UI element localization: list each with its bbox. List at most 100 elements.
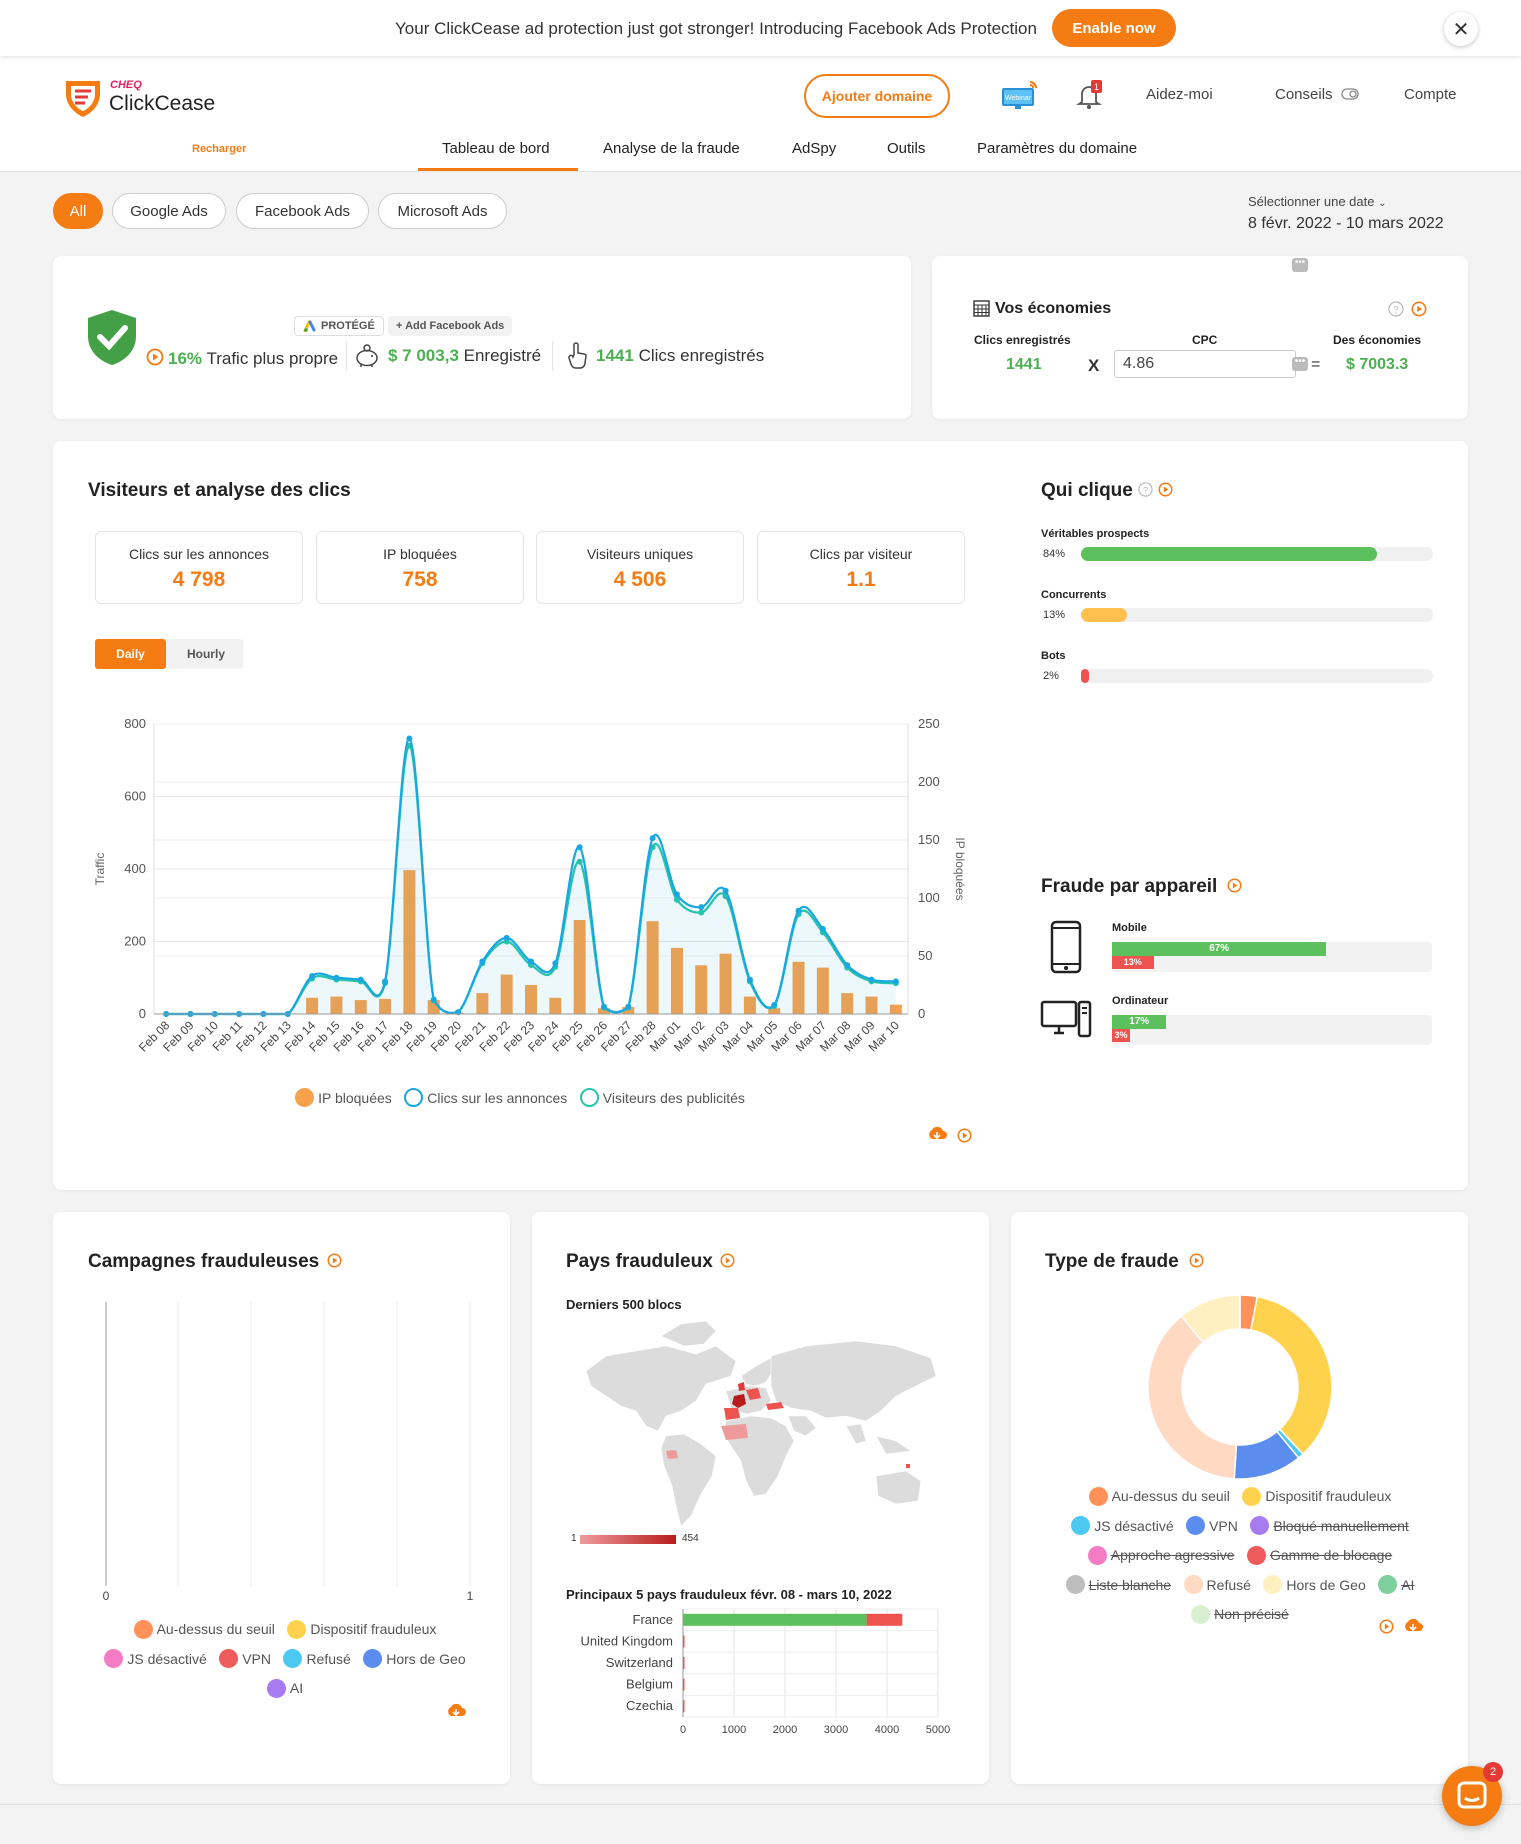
- filter-facebook-ads[interactable]: Facebook Ads: [236, 193, 369, 229]
- drag-handle-icon[interactable]: •••: [1292, 258, 1308, 272]
- turkey-shape[interactable]: [766, 1402, 784, 1410]
- bar-blocked-ip: [622, 1007, 635, 1014]
- uk-shape[interactable]: [738, 1382, 745, 1391]
- filter-google-ads[interactable]: Google Ads: [112, 193, 226, 229]
- tab-domain-settings[interactable]: Paramètres du domaine: [977, 140, 1138, 157]
- device-label: Mobile: [1112, 922, 1147, 934]
- bar-blocked-ip: [597, 1008, 610, 1014]
- legend-item[interactable]: Approche agressive: [1087, 1543, 1235, 1567]
- spain-shape[interactable]: [724, 1408, 740, 1420]
- y2-tick: 0: [918, 1006, 925, 1021]
- legend-item[interactable]: Non précisé: [1191, 1602, 1289, 1626]
- help-icon[interactable]: ?: [1388, 301, 1404, 317]
- add-domain-button[interactable]: Ajouter domaine: [804, 74, 950, 118]
- toggle-icon[interactable]: [1341, 88, 1359, 100]
- play-icon[interactable]: [1227, 878, 1242, 893]
- legend-item[interactable]: Hors de Geo: [363, 1647, 466, 1671]
- legend-label: Gamme de blocage: [1270, 1547, 1393, 1563]
- play-icon[interactable]: [146, 348, 164, 366]
- tab-adspy[interactable]: AdSpy: [792, 140, 837, 157]
- legend-item[interactable]: Au-dessus du seuil: [1088, 1484, 1230, 1508]
- legend-item[interactable]: Hors de Geo: [1263, 1573, 1366, 1597]
- legend-ad-clicks[interactable]: Clics sur les annonces: [404, 1088, 567, 1107]
- legend-item[interactable]: Au-dessus du seuil: [133, 1617, 275, 1641]
- asia-dot-shape[interactable]: [906, 1464, 910, 1468]
- y-tick: 800: [124, 716, 146, 731]
- legend-item[interactable]: Dispositif frauduleux: [1242, 1484, 1391, 1508]
- close-icon[interactable]: ✕: [1444, 12, 1478, 46]
- help-link[interactable]: Aidez-moi: [1146, 86, 1213, 103]
- world-map[interactable]: [566, 1316, 956, 1541]
- who-clicks-label: Bots: [1041, 650, 1066, 662]
- donut-slice: [1180, 1294, 1241, 1344]
- visitors-title: Visiteurs et analyse des clics: [88, 480, 351, 501]
- download-icon[interactable]: [446, 1702, 466, 1720]
- bell-icon[interactable]: 1: [1075, 80, 1103, 110]
- legend-item[interactable]: Gamme de blocage: [1247, 1543, 1392, 1567]
- tips-link[interactable]: Conseils: [1275, 86, 1333, 103]
- germany-shape[interactable]: [746, 1388, 761, 1400]
- webinar-icon[interactable]: Webinar: [1000, 80, 1040, 110]
- svg-text:?: ?: [1393, 305, 1399, 316]
- savings-total-label: Des économies: [1333, 333, 1422, 347]
- legend-item[interactable]: Dispositif frauduleux: [287, 1617, 436, 1641]
- legend-ad-visitors[interactable]: Visiteurs des publicités: [579, 1088, 745, 1107]
- filter-microsoft-ads[interactable]: Microsoft Ads: [378, 193, 507, 229]
- series-point: [479, 958, 486, 965]
- tab-fraud-analysis[interactable]: Analyse de la fraude: [603, 140, 740, 157]
- legend-item[interactable]: JS désactivé: [104, 1647, 207, 1671]
- legend-item[interactable]: Refusé: [1183, 1573, 1251, 1597]
- download-icon[interactable]: [927, 1125, 947, 1143]
- account-link[interactable]: Compte: [1404, 86, 1457, 103]
- filter-all[interactable]: All: [53, 193, 103, 229]
- logo-name[interactable]: ClickCease: [109, 92, 216, 115]
- help-icon[interactable]: ?: [1138, 482, 1153, 497]
- series-point: [649, 835, 656, 842]
- y-tick: 600: [124, 789, 146, 804]
- top-header: [0, 56, 1521, 172]
- y-axis-label: Traffic: [93, 853, 107, 886]
- cpc-input[interactable]: [1114, 350, 1296, 378]
- legend-item[interactable]: Liste blanche: [1065, 1573, 1171, 1597]
- legend-blocked-ips[interactable]: IP bloquées: [295, 1088, 392, 1107]
- chevron-down-icon: ⌄: [1378, 198, 1387, 209]
- recharger-link[interactable]: Recharger: [192, 143, 247, 155]
- legend-item[interactable]: AI: [1378, 1573, 1414, 1597]
- legend-label: Clics sur les annonces: [427, 1089, 568, 1106]
- banner-text: Your ClickCease ad protection just got s…: [395, 19, 1037, 38]
- daily-toggle[interactable]: Daily: [95, 639, 166, 669]
- colombia-shape[interactable]: [666, 1450, 678, 1459]
- date-range[interactable]: 8 févr. 2022 - 10 mars 2022: [1248, 215, 1444, 232]
- scale-min: 1: [571, 1533, 577, 1544]
- add-facebook-ads-button[interactable]: + Add Facebook Ads: [388, 316, 513, 336]
- hourly-toggle[interactable]: Hourly: [186, 647, 225, 661]
- divider: [346, 341, 347, 371]
- legend-item[interactable]: JS désactivé: [1071, 1514, 1174, 1538]
- play-icon[interactable]: [720, 1253, 735, 1268]
- legend-item[interactable]: AI: [266, 1676, 303, 1700]
- download-icon[interactable]: [1403, 1617, 1423, 1635]
- series-point: [309, 972, 316, 979]
- france-shape[interactable]: [732, 1394, 746, 1408]
- tab-tools[interactable]: Outils: [887, 140, 926, 157]
- tab-dashboard[interactable]: Tableau de bord: [442, 140, 550, 157]
- date-select-label[interactable]: Sélectionner une date ⌄: [1248, 194, 1387, 209]
- play-icon[interactable]: [1189, 1253, 1204, 1268]
- north-africa-shape[interactable]: [721, 1424, 748, 1440]
- play-icon[interactable]: [327, 1253, 342, 1268]
- play-icon[interactable]: [957, 1128, 972, 1143]
- clickcease-logo-icon[interactable]: [62, 76, 104, 118]
- y-tick: 0: [139, 1006, 146, 1021]
- legend-item[interactable]: VPN: [219, 1647, 271, 1671]
- play-icon[interactable]: [1411, 301, 1427, 317]
- legend-item[interactable]: Bloqué manuellement: [1250, 1514, 1409, 1538]
- play-icon[interactable]: [1379, 1619, 1394, 1634]
- legend-label: VPN: [242, 1650, 271, 1667]
- bar-blocked-ip: [841, 993, 854, 1014]
- play-icon[interactable]: [1158, 482, 1173, 497]
- drag-handle-icon[interactable]: •••: [1292, 357, 1308, 371]
- equals-sign: =: [1311, 356, 1321, 373]
- legend-item[interactable]: VPN: [1186, 1514, 1238, 1538]
- enable-now-button[interactable]: Enable now: [1052, 9, 1176, 47]
- legend-item[interactable]: Refusé: [283, 1647, 351, 1671]
